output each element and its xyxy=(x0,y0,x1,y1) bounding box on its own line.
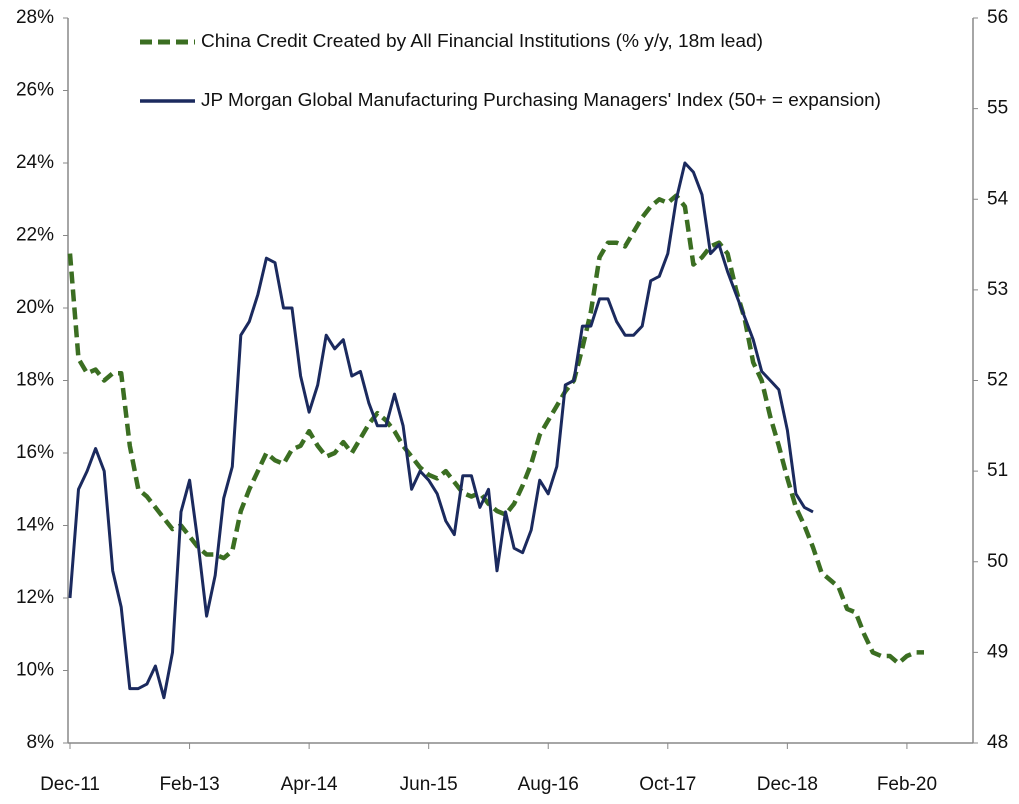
y-tick-label: 14% xyxy=(16,515,54,536)
y2-tick-label: 48 xyxy=(987,732,1008,753)
legend-label: China Credit Created by All Financial In… xyxy=(201,31,763,51)
y-tick-label: 20% xyxy=(16,297,54,318)
y2-tick-label: 49 xyxy=(987,641,1008,662)
x-tick-label: Jun-15 xyxy=(400,774,458,795)
x-tick-label: Dec-18 xyxy=(757,774,818,795)
y2-tick-label: 51 xyxy=(987,460,1008,481)
x-tick-label: Apr-14 xyxy=(281,774,338,795)
x-tick-label: Dec-11 xyxy=(40,774,100,795)
series-line xyxy=(67,193,924,666)
x-tick-label: Aug-16 xyxy=(518,774,579,795)
y-tick-label: 24% xyxy=(16,152,54,173)
y2-tick-label: 54 xyxy=(987,188,1009,209)
y-tick-label: 18% xyxy=(16,370,54,391)
y2-tick-label: 50 xyxy=(987,551,1008,572)
y-tick-label: 8% xyxy=(27,732,55,753)
x-tick-label: Feb-13 xyxy=(159,774,219,795)
y-tick-label: 22% xyxy=(16,225,54,246)
y2-tick-label: 53 xyxy=(987,279,1008,300)
y2-tick-label: 55 xyxy=(987,98,1008,119)
series-line xyxy=(68,161,814,700)
y-tick-label: 12% xyxy=(16,587,54,608)
y-tick-label: 26% xyxy=(16,80,54,101)
y2-tick-label: 56 xyxy=(987,7,1008,28)
y-tick-label: 16% xyxy=(16,442,54,463)
x-tick-label: Feb-20 xyxy=(877,774,937,795)
legend-label: JP Morgan Global Manufacturing Purchasin… xyxy=(201,90,881,110)
y-tick-label: 28% xyxy=(16,7,54,28)
x-tick-label: Oct-17 xyxy=(639,774,696,795)
y2-tick-label: 52 xyxy=(987,370,1008,391)
y-tick-label: 10% xyxy=(16,660,54,681)
